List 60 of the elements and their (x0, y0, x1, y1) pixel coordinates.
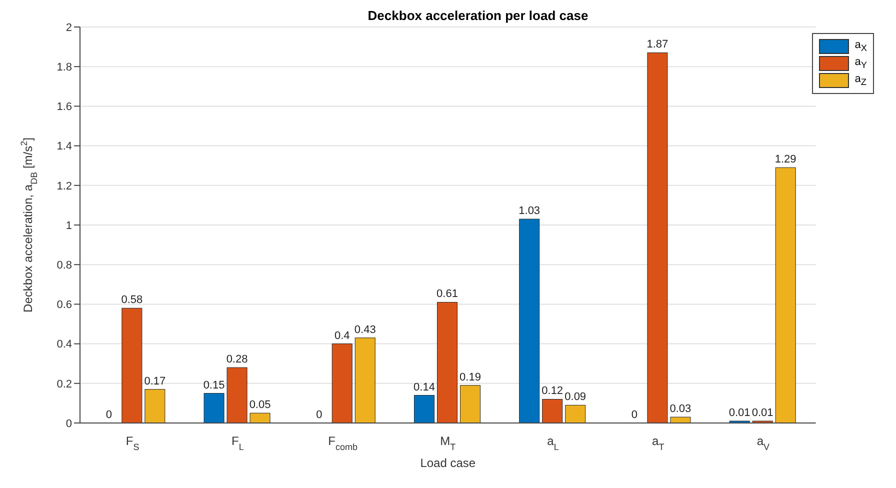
bar (460, 385, 480, 423)
bar (354, 338, 376, 423)
bar (437, 302, 458, 423)
x-tick-label: F$_{S}$ (126, 434, 140, 452)
x-tick-label: a$_{T}$ (652, 434, 665, 452)
bar (519, 218, 540, 423)
data-label: 0.12 (542, 385, 564, 398)
bar (332, 344, 352, 423)
y-tick-label: 1.8 (56, 62, 72, 74)
bar (144, 389, 166, 423)
bar (122, 308, 142, 423)
chart-title: Deckbox acceleration per load case (366, 8, 590, 23)
data-label: 0.19 (460, 371, 481, 384)
x-tick-label: M$_{T}$ (440, 434, 456, 452)
data-label: 0.01 (728, 407, 750, 420)
data-label: 0.61 (436, 288, 458, 300)
x-tick-label: F$_{comb}$ (328, 434, 358, 452)
x-tick-label: a$_{V}$ (756, 434, 770, 452)
y-tick-label: 1 (66, 220, 72, 232)
bar (204, 393, 224, 423)
data-label: 1.03 (518, 205, 540, 218)
legend-label: a$_{Z}$ (854, 73, 866, 88)
data-label: 0.15 (203, 379, 225, 392)
y-tick-label: 0.4 (56, 338, 72, 351)
legend-label: a$_{Y}$ (854, 56, 867, 71)
data-label: 0.4 (334, 330, 350, 342)
y-tick-label: 0.2 (56, 378, 72, 390)
data-label: 0 (316, 409, 322, 421)
data-label: 0.43 (354, 324, 376, 336)
y-tick-label: 0.8 (56, 260, 72, 272)
y-tick-label: 2 (66, 22, 72, 34)
y-tick-label: 0 (66, 418, 72, 430)
bar (775, 167, 796, 423)
data-label: 0.05 (249, 399, 271, 412)
y-tick-label: 1.6 (56, 101, 72, 114)
y-tick-label: 1.4 (56, 140, 72, 153)
x-tick-label: F$_{L}$ (231, 434, 244, 452)
bar (565, 404, 586, 423)
bar (250, 412, 270, 423)
bar (647, 52, 668, 423)
bar (226, 367, 248, 423)
data-label: 0 (106, 409, 112, 421)
y-tick-label: 1.2 (56, 180, 72, 192)
x-tick-label: a$_{L}$ (547, 434, 559, 452)
data-label: 0.01 (752, 407, 774, 420)
bar (542, 398, 563, 423)
x-axis-title: Load case (420, 456, 476, 470)
bar (670, 416, 691, 423)
data-label: 0.09 (564, 391, 586, 404)
data-label: 0.03 (670, 403, 692, 416)
data-label: 0.28 (226, 354, 248, 366)
bar (414, 395, 434, 423)
data-label: 1.87 (646, 38, 668, 51)
y-tick-label: 0.6 (56, 299, 72, 312)
data-label: 0.17 (144, 375, 166, 388)
data-label: 0 (631, 409, 638, 421)
data-label: 1.29 (774, 154, 796, 166)
data-label: 0.58 (121, 294, 143, 306)
legend-label: a$_{X}$ (854, 39, 867, 54)
data-label: 0.14 (414, 381, 435, 394)
